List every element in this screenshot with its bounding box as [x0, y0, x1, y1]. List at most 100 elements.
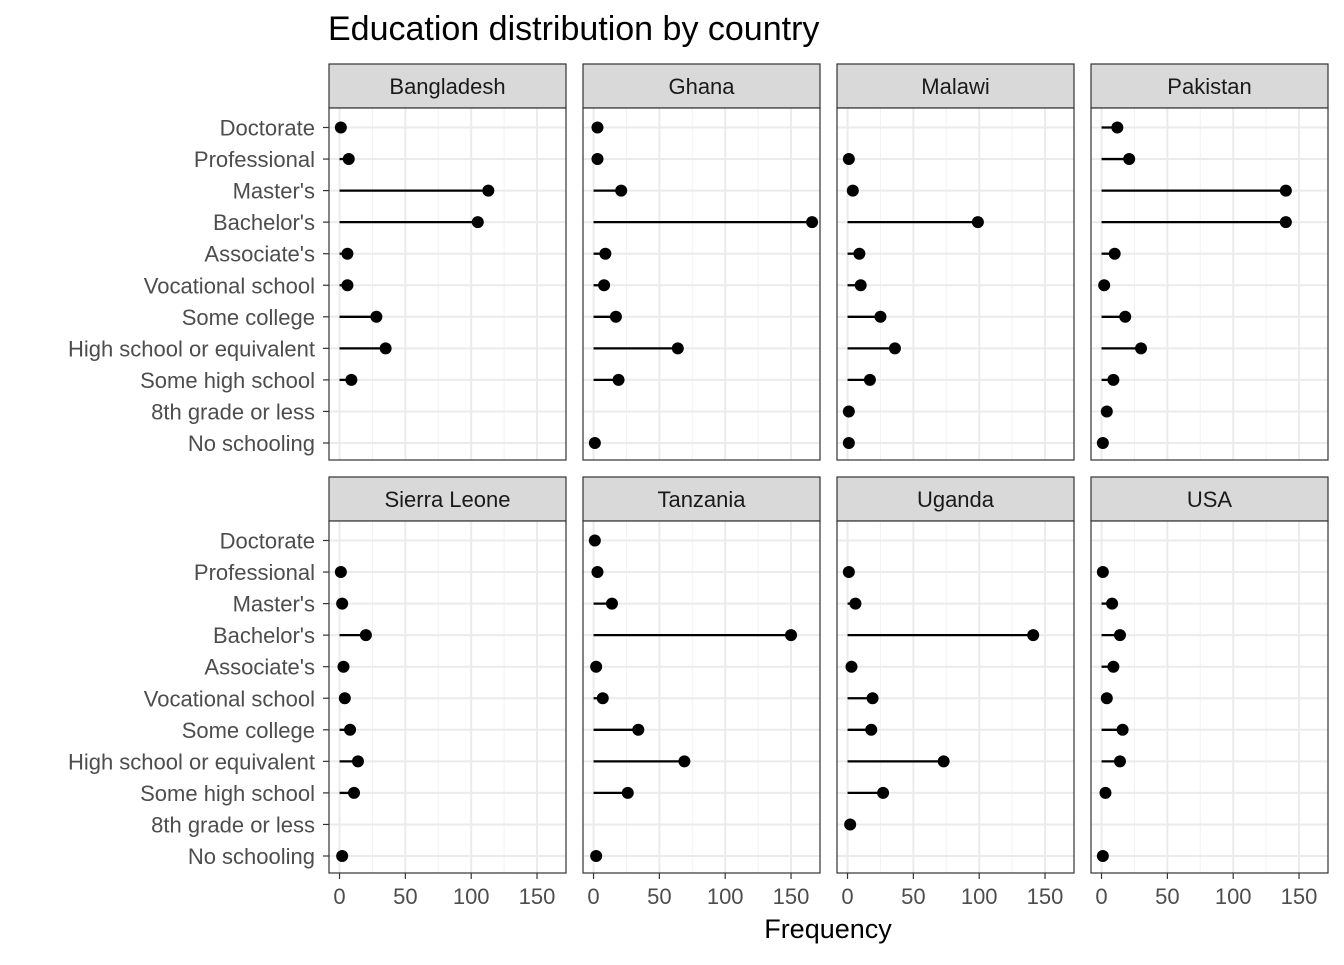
lollipop-point — [845, 660, 858, 673]
lollipop-point — [482, 184, 495, 197]
lollipop-point — [671, 342, 684, 355]
facet-strip-label: Malawi — [921, 74, 989, 99]
y-tick-label: Doctorate — [220, 116, 315, 141]
lollipop-point — [334, 121, 347, 134]
x-tick-label: 50 — [393, 884, 417, 909]
x-axis-label: Frequency — [764, 914, 892, 944]
panel-border — [1090, 107, 1329, 461]
lollipop-point — [590, 850, 603, 862]
lollipop-point — [1119, 310, 1132, 323]
lollipop-point — [591, 153, 604, 166]
lollipop-point — [854, 279, 867, 292]
lollipop-point — [351, 755, 364, 768]
facet-strip — [582, 476, 821, 522]
facet-strip — [328, 476, 567, 522]
facet-panel-sierra-leone: Sierra Leone Doctorate Professional Master'… — [68, 476, 567, 909]
lollipop-point — [337, 660, 350, 673]
lollipop-point — [591, 121, 604, 134]
x-tick-label: 100 — [453, 884, 490, 909]
lollipop-point — [849, 597, 862, 610]
lollipop-point — [598, 279, 611, 292]
y-tick-label: No schooling — [188, 844, 315, 869]
x-tick-label: 100 — [1215, 884, 1252, 909]
panel-border — [1090, 520, 1329, 874]
lollipop-point — [1111, 121, 1124, 134]
x-tick-label: 150 — [1281, 884, 1318, 909]
lollipop-point — [1107, 373, 1120, 386]
panel-border — [328, 107, 567, 461]
lollipop-point — [588, 534, 601, 547]
y-tick-label: High school or equivalent — [68, 749, 315, 774]
lollipop-point — [842, 566, 855, 579]
facet-strip — [582, 63, 821, 109]
x-tick-label: 150 — [773, 884, 810, 909]
lollipop-point — [588, 437, 601, 449]
lollipop-point — [874, 310, 887, 323]
lollipop-point — [341, 247, 354, 260]
lollipop-point — [1113, 755, 1126, 768]
y-tick-label: Professional — [194, 147, 315, 172]
panel-border — [328, 520, 567, 874]
lollipop-point — [359, 629, 372, 642]
y-tick-label: Vocational school — [144, 686, 315, 711]
lollipop-point — [937, 755, 950, 768]
panel-border — [836, 520, 1075, 874]
lollipop-point — [971, 216, 984, 229]
lollipop-point — [1099, 786, 1112, 799]
lollipop-point — [471, 216, 484, 229]
lollipop-point — [1279, 216, 1292, 229]
y-tick-label: Doctorate — [220, 529, 315, 554]
lollipop-point — [615, 184, 628, 197]
y-tick-label: High school or equivalent — [68, 336, 315, 361]
y-tick-label: Master's — [233, 592, 315, 617]
lollipop-point — [599, 247, 612, 260]
facet-strip-label: Tanzania — [657, 487, 746, 512]
lollipop-point — [1113, 629, 1126, 642]
facet-panel-uganda: Uganda 0 50 100 150 — [836, 476, 1075, 909]
panel-background — [329, 521, 566, 873]
facet-strip — [836, 63, 1075, 109]
lollipop-point — [621, 786, 634, 799]
facet-strip-label: Sierra Leone — [385, 487, 511, 512]
lollipop-point — [842, 437, 855, 449]
lollipop-point — [590, 660, 603, 673]
lollipop-point — [370, 310, 383, 323]
lollipop-point — [1279, 184, 1292, 197]
lollipop-point — [379, 342, 392, 355]
facet-panel-pakistan: Pakistan — [1090, 63, 1329, 461]
lollipop-point — [1096, 566, 1109, 579]
lollipop-point — [1096, 850, 1109, 862]
facet-strip-label: Ghana — [668, 74, 735, 99]
lollipop-point — [1098, 279, 1111, 292]
x-tick-label: 0 — [841, 884, 853, 909]
lollipop-point — [1106, 597, 1119, 610]
lollipop-point — [336, 850, 349, 862]
lollipop-point — [806, 216, 819, 229]
lollipop-point — [596, 692, 609, 705]
lollipop-point — [678, 755, 691, 768]
facet-strip-label: Pakistan — [1167, 74, 1251, 99]
y-tick-label: Some college — [182, 718, 315, 743]
x-tick-label: 50 — [647, 884, 671, 909]
lollipop-point — [785, 629, 798, 642]
lollipop-point — [1100, 405, 1113, 418]
lollipop-point — [336, 597, 349, 610]
y-tick-label: Bachelor's — [213, 623, 315, 648]
lollipop-point — [334, 566, 347, 579]
panel-background — [1091, 521, 1328, 873]
lollipop-point — [1096, 437, 1109, 449]
lollipop-point — [866, 692, 879, 705]
facet-panel-tanzania: Tanzania 0 50 100 150 — [582, 476, 821, 909]
panel-border — [582, 107, 821, 461]
facet-strip — [328, 63, 567, 109]
lollipop-point — [844, 818, 857, 831]
lollipop-point — [338, 692, 351, 705]
lollipop-point — [1100, 692, 1113, 705]
panel-border — [836, 107, 1075, 461]
x-tick-label: 150 — [519, 884, 556, 909]
facet-panel-ghana: Ghana — [582, 63, 821, 461]
x-tick-label: 150 — [1027, 884, 1064, 909]
facet-panel-malawi: Malawi — [836, 63, 1075, 461]
lollipop-point — [888, 342, 901, 355]
lollipop-point — [865, 723, 878, 736]
